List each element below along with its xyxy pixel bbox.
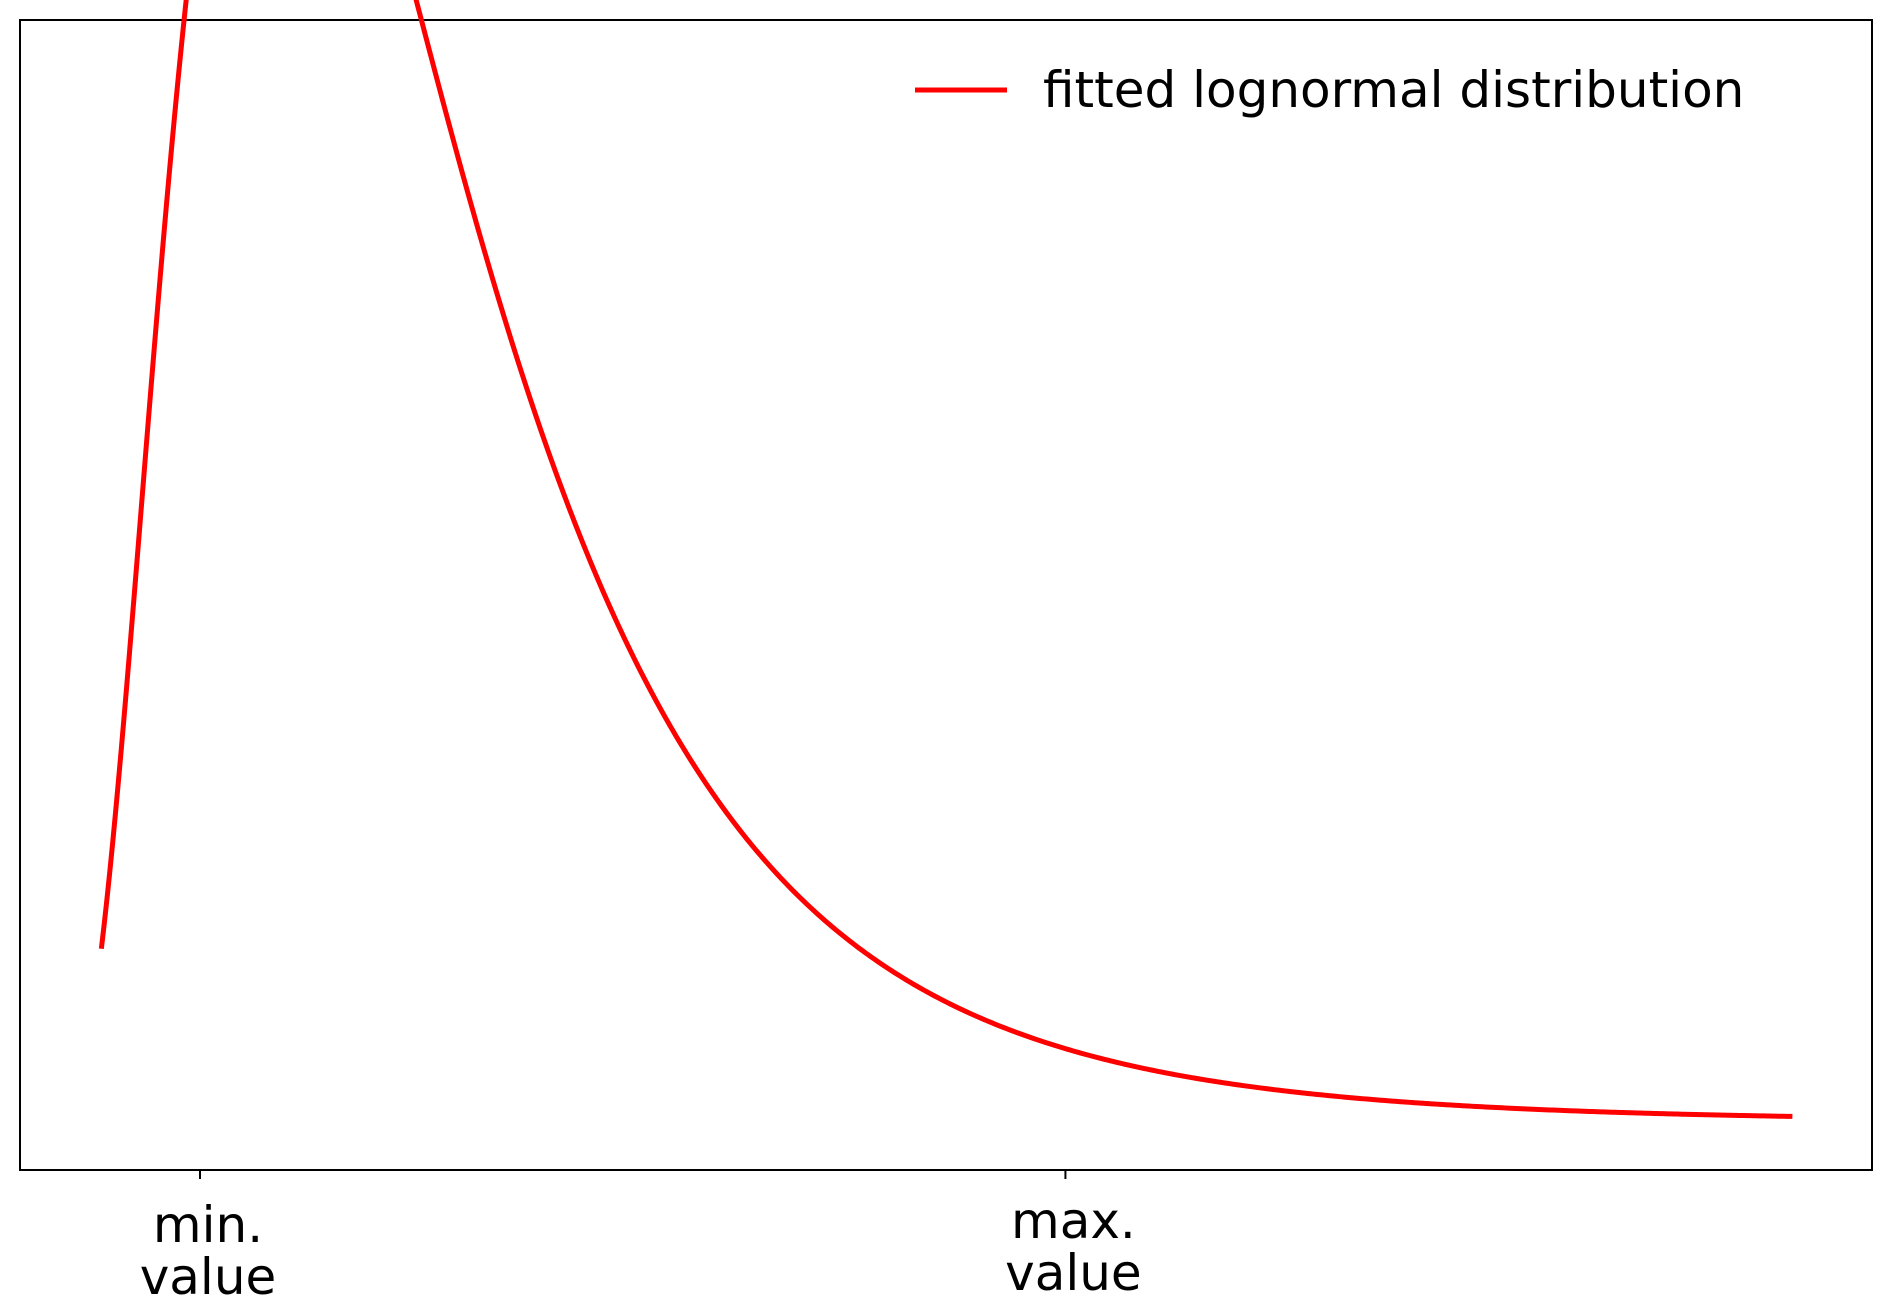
x-tick-label-line: value [1005,1244,1142,1302]
legend: fitted lognormal distribution [915,61,1744,119]
x-tick-label: min. value [140,1196,277,1306]
x-tick-label-line: value [140,1248,277,1306]
axes-frame [19,19,1873,1171]
legend-label: fitted lognormal distribution [1043,61,1744,119]
x-tick-label-line: max. [1011,1192,1136,1250]
plot-layer [19,0,1873,1171]
x-tick-label: max. value [1005,1192,1142,1302]
series-line-lognormal [98,0,1793,1119]
x-tick-label-line: min. [153,1196,263,1254]
